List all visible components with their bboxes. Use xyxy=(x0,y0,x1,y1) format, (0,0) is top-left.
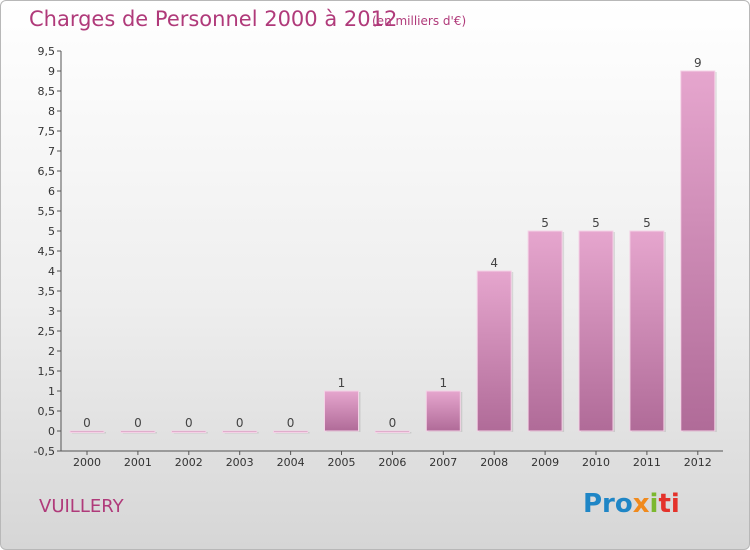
data-label: 5 xyxy=(643,216,651,230)
x-tick-label: 2003 xyxy=(226,456,254,469)
bar xyxy=(425,390,461,432)
x-tick-label: 2006 xyxy=(378,456,406,469)
x-tick-label: 2008 xyxy=(480,456,508,469)
y-tick-label: 8 xyxy=(48,105,55,118)
x-tick-label: 2001 xyxy=(124,456,152,469)
data-label: 0 xyxy=(236,416,244,430)
x-tick-label: 2011 xyxy=(633,456,661,469)
y-tick-label: 2 xyxy=(48,345,55,358)
commune-name: VUILLERY xyxy=(39,496,124,517)
y-tick-label: 8,5 xyxy=(38,85,56,98)
data-label: 0 xyxy=(389,416,397,430)
data-label: 0 xyxy=(134,416,142,430)
x-tick-label: 2012 xyxy=(684,456,712,469)
data-label: 0 xyxy=(83,416,91,430)
y-tick-label: 0 xyxy=(48,425,55,438)
bar xyxy=(578,230,614,432)
bar xyxy=(222,430,258,433)
y-tick-label: 7,5 xyxy=(38,125,56,138)
x-tick-label: 2005 xyxy=(328,456,356,469)
y-tick-label: 4,5 xyxy=(38,245,56,258)
logo-part-2: x xyxy=(632,489,650,519)
proxiti-logo[interactable]: Proxiti xyxy=(583,489,680,519)
y-tick-label: 4 xyxy=(48,265,55,278)
data-label: 1 xyxy=(338,376,346,390)
logo-part-3: i xyxy=(649,489,659,519)
bar xyxy=(374,430,410,433)
y-tick-label: 3,5 xyxy=(38,285,56,298)
bar xyxy=(527,230,563,432)
y-tick-label: 5,5 xyxy=(38,205,56,218)
data-label: 0 xyxy=(287,416,295,430)
x-tick-label: 2010 xyxy=(582,456,610,469)
data-label: 5 xyxy=(541,216,549,230)
data-label: 9 xyxy=(694,56,702,70)
y-tick-label: 6 xyxy=(48,185,55,198)
chart-subtitle: (en milliers d'€) xyxy=(372,14,467,28)
y-tick-label: 9 xyxy=(48,65,55,78)
chart-title: Charges de Personnel 2000 à 2012 xyxy=(29,7,398,31)
x-tick-label: 2007 xyxy=(429,456,457,469)
y-tick-label: 6,5 xyxy=(38,165,56,178)
bar xyxy=(324,390,359,432)
y-tick-label: 7 xyxy=(48,145,55,158)
logo-part-1: Pro xyxy=(583,489,633,519)
y-tick-label: 3 xyxy=(48,305,55,318)
x-tick-label: 2009 xyxy=(531,456,559,469)
data-label: 1 xyxy=(439,376,447,390)
bar xyxy=(629,230,665,432)
y-tick-label: 9,5 xyxy=(38,45,56,58)
logo-part-4: ti xyxy=(658,489,680,519)
x-tick-label: 2000 xyxy=(73,456,101,469)
y-tick-label: 1,5 xyxy=(38,365,56,378)
y-tick-label: -0,5 xyxy=(34,445,55,458)
y-tick-label: 1 xyxy=(48,385,55,398)
x-tick-label: 2004 xyxy=(277,456,305,469)
y-tick-label: 5 xyxy=(48,225,55,238)
bar xyxy=(273,430,309,433)
bar xyxy=(680,70,716,432)
bar xyxy=(69,430,105,433)
y-tick-label: 0,5 xyxy=(38,405,56,418)
x-tick-label: 2002 xyxy=(175,456,203,469)
data-label: 4 xyxy=(490,256,498,270)
y-tick-label: 2,5 xyxy=(38,325,56,338)
bar xyxy=(171,430,207,433)
bar xyxy=(120,430,156,433)
bar xyxy=(476,270,512,432)
data-label: 0 xyxy=(185,416,193,430)
data-label: 5 xyxy=(592,216,600,230)
